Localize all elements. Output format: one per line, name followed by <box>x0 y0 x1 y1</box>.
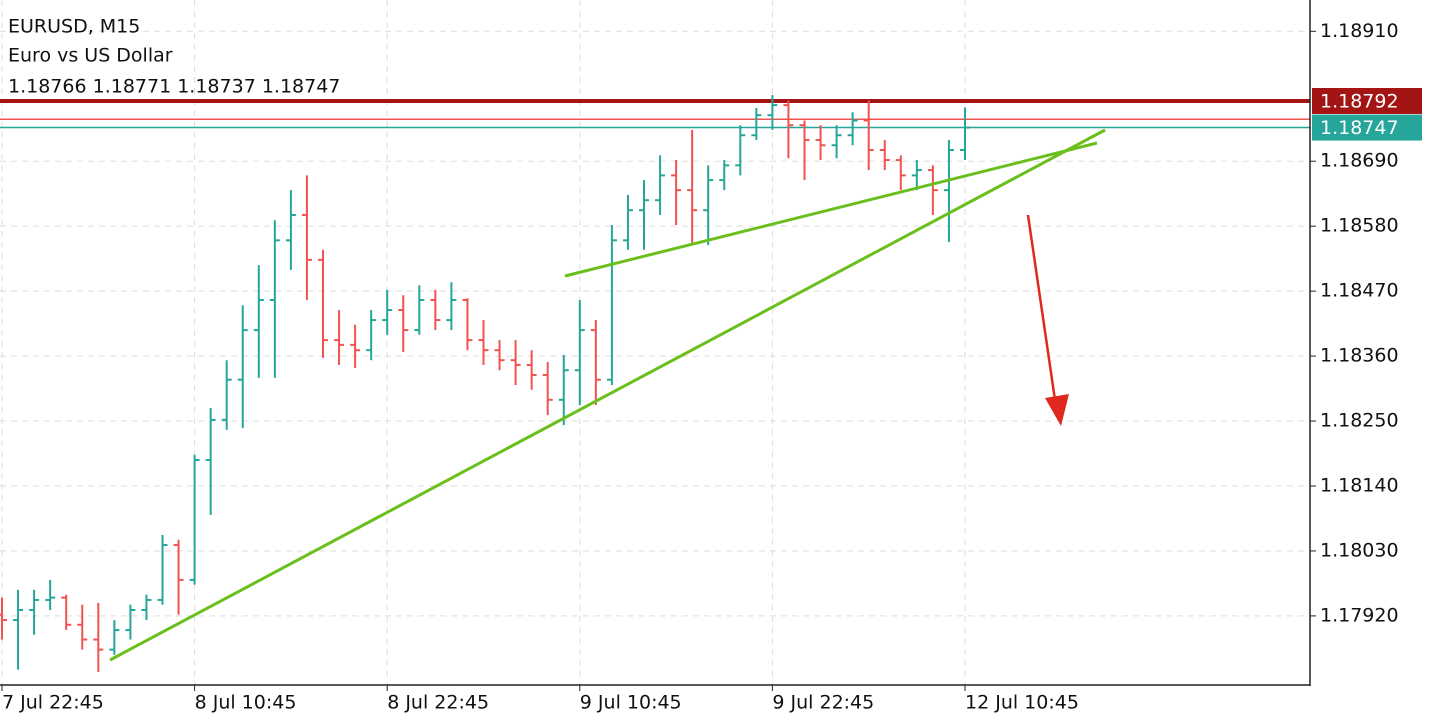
y-tick-label: 1.18140 <box>1320 474 1399 496</box>
chart-subtitle: Euro vs US Dollar <box>8 45 173 67</box>
price-tag-label: 1.18747 <box>1320 117 1399 139</box>
chart-title: EURUSD, M15 <box>8 16 140 38</box>
x-tick-label: 12 Jul 10:45 <box>965 692 1079 714</box>
price-tag <box>1312 114 1422 141</box>
price-lines <box>0 98 1310 129</box>
y-tick-label: 1.18030 <box>1320 539 1399 561</box>
grid <box>0 0 1310 685</box>
price-tag-label: 1.18792 <box>1320 90 1399 112</box>
ohlc-info: 1.18766 1.18771 1.18737 1.18747 <box>8 76 340 98</box>
axes: 1.18910 1.18690 1.18580 1.18470 1.18360 1.182… <box>1 20 1422 714</box>
x-tick-label: 7 Jul 22:45 <box>2 692 104 714</box>
arrow <box>1026 214 1057 401</box>
y-tick-label: 1.18470 <box>1320 280 1399 302</box>
trend-line <box>109 128 1106 662</box>
y-tick-label: 1.18910 <box>1320 20 1399 42</box>
trend-line <box>564 141 1098 278</box>
x-tick-label: 8 Jul 10:45 <box>195 692 297 714</box>
y-tick-label: 1.17920 <box>1320 604 1399 626</box>
y-tick-label: 1.18360 <box>1320 345 1399 367</box>
x-tick-label: 9 Jul 10:45 <box>580 692 682 714</box>
price-tag <box>1312 87 1422 114</box>
x-tick-label: 9 Jul 22:45 <box>772 692 874 714</box>
y-tick-label: 1.18580 <box>1320 215 1399 237</box>
bars <box>0 95 970 673</box>
arrow-head <box>1045 394 1069 426</box>
x-tick-label: 8 Jul 22:45 <box>387 692 489 714</box>
y-tick-label: 1.18690 <box>1320 150 1399 172</box>
y-tick-label: 1.18250 <box>1320 410 1399 432</box>
